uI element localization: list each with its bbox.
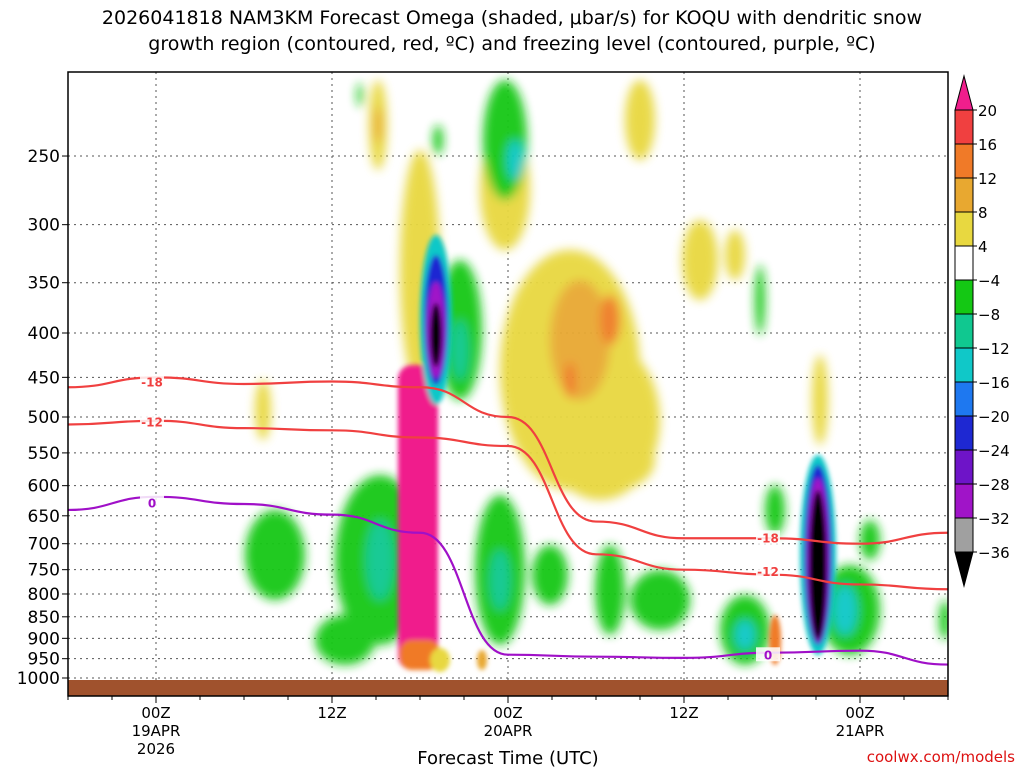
chart-title-line-2: growth region (contoured, red, ºC) and f…	[148, 33, 875, 55]
colorbar: 20 16 12 8 4 −4 −8 −12 −16 −20 −24 −28 −32 −36	[954, 74, 1010, 588]
contour-label-bg	[140, 374, 164, 389]
y-tick-label: 600	[28, 477, 60, 497]
y-tick-label: 450	[28, 368, 60, 388]
contour-label-text: -12	[757, 565, 779, 579]
colorbar-label: −32	[978, 510, 1010, 528]
y-tick-label: 400	[28, 324, 60, 344]
colorbar-label: −8	[978, 306, 1000, 324]
y-tick-label: 650	[28, 507, 60, 527]
x-tick-date: 21APR	[836, 722, 885, 740]
contour-label-text: 0	[148, 496, 156, 510]
colorbar-label: −4	[978, 272, 1000, 290]
contour-label-bg	[756, 647, 780, 662]
contour-label-text: 0	[764, 648, 772, 662]
colorbar-segment	[954, 177, 974, 213]
colorbar-label: 20	[978, 102, 997, 120]
colorbar-label: −20	[978, 408, 1010, 426]
contour-line-0	[68, 376, 948, 545]
colorbar-top-arrow	[954, 74, 974, 111]
colorbar-segment	[954, 245, 974, 281]
colorbar-label: 4	[978, 238, 988, 256]
colorbar-segment	[954, 449, 974, 485]
y-tick-label: 750	[28, 561, 60, 581]
contour-line-1	[68, 419, 948, 591]
contour-labels: -18 -18 -12 -12 0 0	[140, 374, 780, 662]
y-tick-label: 550	[28, 444, 60, 464]
y-tick-label: 350	[28, 274, 60, 294]
x-tick-date: 19APR	[132, 722, 181, 740]
colorbar-segment	[954, 483, 974, 519]
contour-line-2	[68, 495, 948, 666]
contour-label-text: -18	[757, 531, 779, 545]
y-tick-label: 850	[28, 608, 60, 628]
contour-label-text: -12	[141, 416, 163, 430]
colorbar-segment	[954, 211, 974, 247]
colorbar-segment	[954, 109, 974, 145]
y-axis: 2503003504004505005506006507007508008509…	[17, 147, 68, 689]
contour-label-bg	[756, 530, 780, 545]
colorbar-segment	[954, 415, 974, 451]
contour-lines	[68, 376, 948, 666]
x-tick-label: 00Z	[141, 704, 170, 722]
y-tick-label: 950	[28, 650, 60, 670]
y-tick-label: 700	[28, 535, 60, 555]
colorbar-bottom-arrow	[954, 551, 974, 588]
colorbar-label: −28	[978, 476, 1010, 494]
x-tick-label: 12Z	[317, 704, 346, 722]
x-tick-label: 00Z	[845, 704, 874, 722]
x-tick-year: 2026	[137, 740, 175, 758]
chart-title-line-1: 2026041818 NAM3KM Forecast Omega (shaded…	[102, 7, 922, 29]
y-tick-label: 1000	[17, 669, 60, 689]
colorbar-segment	[954, 313, 974, 349]
contour-label-bg	[756, 564, 780, 579]
colorbar-label: −36	[978, 544, 1010, 562]
contour-label-bg	[140, 414, 164, 429]
colorbar-segment	[954, 381, 974, 417]
colorbar-segment	[954, 347, 974, 383]
colorbar-segment	[954, 517, 974, 553]
omega-shading	[245, 80, 948, 672]
colorbar-label: 12	[978, 170, 997, 188]
contour-label-bg	[140, 495, 164, 510]
x-tick-date: 20APR	[484, 722, 533, 740]
x-axis-label: Forecast Time (UTC)	[417, 748, 598, 768]
colorbar-label: 16	[978, 136, 997, 154]
colorbar-label: −16	[978, 374, 1010, 392]
colorbar-label: −24	[978, 442, 1010, 460]
y-tick-label: 900	[28, 629, 60, 649]
contour-label-text: -18	[141, 375, 163, 389]
credit-text: coolwx.com/models	[867, 748, 1015, 766]
y-tick-label: 800	[28, 585, 60, 605]
y-tick-label: 500	[28, 408, 60, 428]
colorbar-label: −12	[978, 340, 1010, 358]
colorbar-segment	[954, 279, 974, 315]
colorbar-label: 8	[978, 204, 988, 222]
x-tick-label: 00Z	[493, 704, 522, 722]
ground-surface	[68, 680, 948, 696]
y-tick-label: 300	[28, 216, 60, 236]
x-tick-label: 12Z	[669, 704, 698, 722]
y-tick-label: 250	[28, 147, 60, 167]
colorbar-segment	[954, 143, 974, 179]
